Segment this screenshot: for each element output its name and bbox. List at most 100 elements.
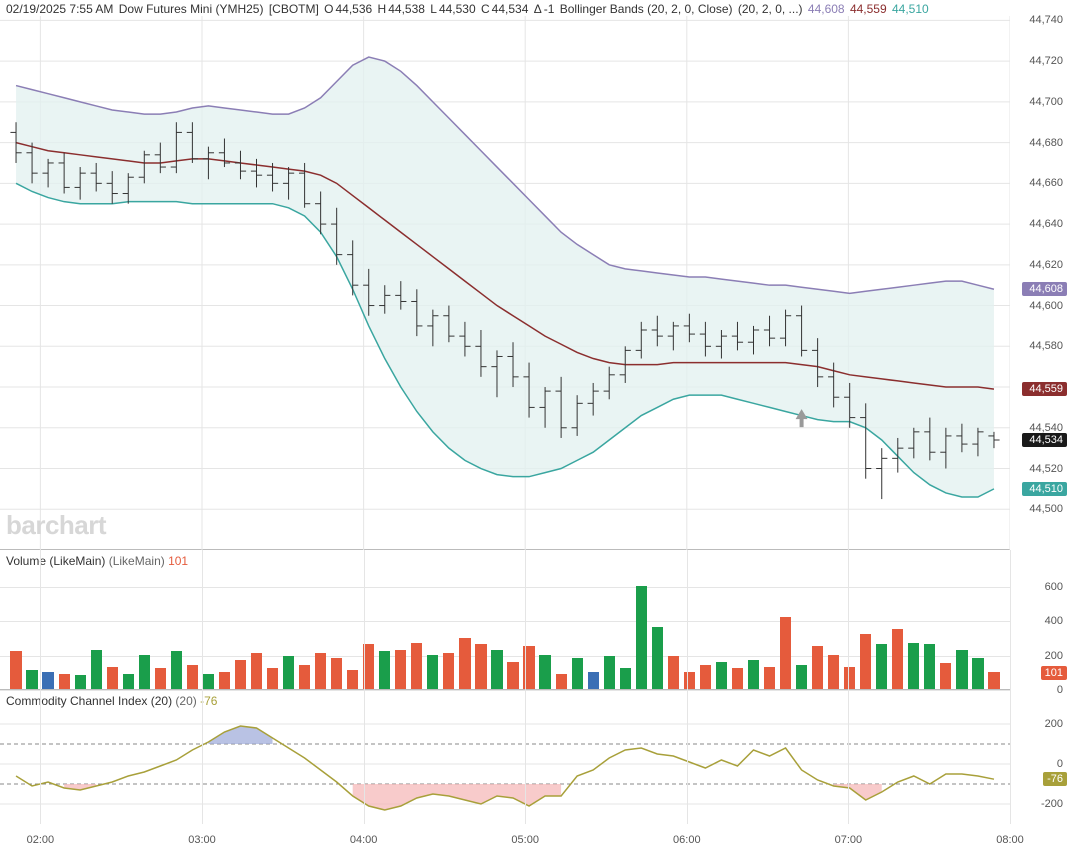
y-tick-label: 44,700 <box>1029 96 1063 108</box>
indicator-name: Bollinger Bands (20, 2, 0, Close) <box>560 2 733 16</box>
volume-bar <box>588 672 599 689</box>
volume-bar <box>331 658 342 689</box>
volume-bar <box>42 672 53 689</box>
volume-bar <box>107 667 118 689</box>
volume-bar <box>219 672 230 689</box>
volume-bar <box>299 665 310 689</box>
bb-upper-value: 44,608 <box>808 2 845 16</box>
cci-current-tag: -76 <box>1043 772 1067 786</box>
volume-bar <box>491 650 502 689</box>
volume-label: Volume (LikeMain) <box>6 554 105 568</box>
x-tick-label: 08:00 <box>996 834 1024 846</box>
ohlc-c-label: C <box>481 2 490 16</box>
y-tick-label: 44,540 <box>1029 422 1063 434</box>
volume-bar <box>940 663 951 689</box>
volume-bar <box>26 670 37 689</box>
cci-y-tick: 0 <box>1057 758 1063 770</box>
volume-bar <box>123 674 134 689</box>
volume-bar <box>443 653 454 689</box>
volume-bar <box>267 668 278 689</box>
x-tick-label: 04:00 <box>350 834 378 846</box>
volume-bar <box>171 651 182 689</box>
volume-bar <box>347 670 358 689</box>
x-tick-label: 05:00 <box>511 834 539 846</box>
ohlc-o-label: O <box>324 2 333 16</box>
volume-panel[interactable]: Volume (LikeMain) (LikeMain) 101 <box>0 550 1010 690</box>
header-exchange: [CBOTM] <box>269 2 319 16</box>
volume-bar <box>700 665 711 689</box>
cci-panel[interactable]: Commodity Channel Index (20) (20) -76 <box>0 690 1010 824</box>
volume-bar <box>379 651 390 689</box>
volume-bar <box>716 662 727 689</box>
volume-bar <box>475 644 486 689</box>
bb-mid-value: 44,559 <box>850 2 887 16</box>
x-tick-label: 03:00 <box>188 834 216 846</box>
y-tick-label: 44,640 <box>1029 218 1063 230</box>
volume-bar <box>459 638 470 689</box>
volume-bar <box>668 656 679 689</box>
volume-bar <box>764 667 775 689</box>
price-tag: 44,559 <box>1022 382 1067 396</box>
volume-bar <box>572 658 583 689</box>
ohlc-l: 44,530 <box>439 2 476 16</box>
volume-bar <box>251 653 262 689</box>
volume-bar <box>684 672 695 689</box>
time-x-axis: 02:0003:0004:0005:0006:0007:0008:00 <box>0 824 1010 857</box>
volume-bar <box>91 650 102 689</box>
volume-bar <box>203 674 214 689</box>
volume-bar <box>796 665 807 689</box>
ohlc-l-label: L <box>430 2 437 16</box>
bb-lower-value: 44,510 <box>892 2 929 16</box>
vol-y-tick: 200 <box>1045 650 1063 662</box>
cci-y-tick: 200 <box>1045 718 1063 730</box>
ohlc-h: 44,538 <box>388 2 425 16</box>
volume-bar <box>908 643 919 689</box>
cci-y-axis: -2000200-76 <box>1010 690 1069 824</box>
volume-bar <box>860 634 871 689</box>
volume-bar <box>556 674 567 689</box>
price-tag: 44,510 <box>1022 482 1067 496</box>
volume-params: (LikeMain) <box>109 554 165 568</box>
main-y-axis: 44,50044,52044,54044,56044,58044,60044,6… <box>1010 0 1069 550</box>
volume-bar <box>363 644 374 689</box>
y-tick-label: 44,500 <box>1029 503 1063 515</box>
price-tag: 44,534 <box>1022 433 1067 447</box>
volume-bar <box>395 650 406 689</box>
x-tick-label: 02:00 <box>27 834 55 846</box>
volume-bar <box>876 644 887 689</box>
ohlc-c: 44,534 <box>492 2 529 16</box>
volume-bar <box>828 655 839 689</box>
volume-bar <box>315 653 326 689</box>
watermark-logo: barchart <box>6 510 106 541</box>
volume-bar <box>235 660 246 689</box>
volume-bar <box>155 668 166 689</box>
chart-header: 02/19/2025 7:55 AM Dow Futures Mini (YMH… <box>6 2 931 16</box>
y-tick-label: 44,680 <box>1029 137 1063 149</box>
volume-bar <box>844 667 855 689</box>
vol-y-tick: 600 <box>1045 581 1063 593</box>
x-tick-label: 07:00 <box>835 834 863 846</box>
volume-bar <box>636 586 647 689</box>
volume-current: 101 <box>168 554 188 568</box>
indicator-params: (20, 2, 0, ...) <box>738 2 803 16</box>
volume-bar <box>732 668 743 689</box>
y-tick-label: 44,600 <box>1029 300 1063 312</box>
volume-bar <box>75 675 86 689</box>
volume-y-axis: 0200400600101 <box>1010 550 1069 690</box>
y-tick-label: 44,720 <box>1029 55 1063 67</box>
volume-bar <box>972 658 983 689</box>
volume-bar <box>620 668 631 689</box>
ohlc-h-label: H <box>378 2 387 16</box>
volume-bar <box>924 644 935 689</box>
volume-bar <box>283 656 294 689</box>
volume-bar <box>539 655 550 689</box>
header-datetime: 02/19/2025 7:55 AM <box>6 2 113 16</box>
volume-bar <box>604 656 615 689</box>
ohlc-o: 44,536 <box>336 2 373 16</box>
y-tick-label: 44,580 <box>1029 340 1063 352</box>
price-tag: 44,608 <box>1022 282 1067 296</box>
volume-bar <box>187 665 198 689</box>
volume-bar <box>411 643 422 689</box>
y-tick-label: 44,620 <box>1029 259 1063 271</box>
main-price-chart[interactable]: barchart <box>0 0 1010 550</box>
